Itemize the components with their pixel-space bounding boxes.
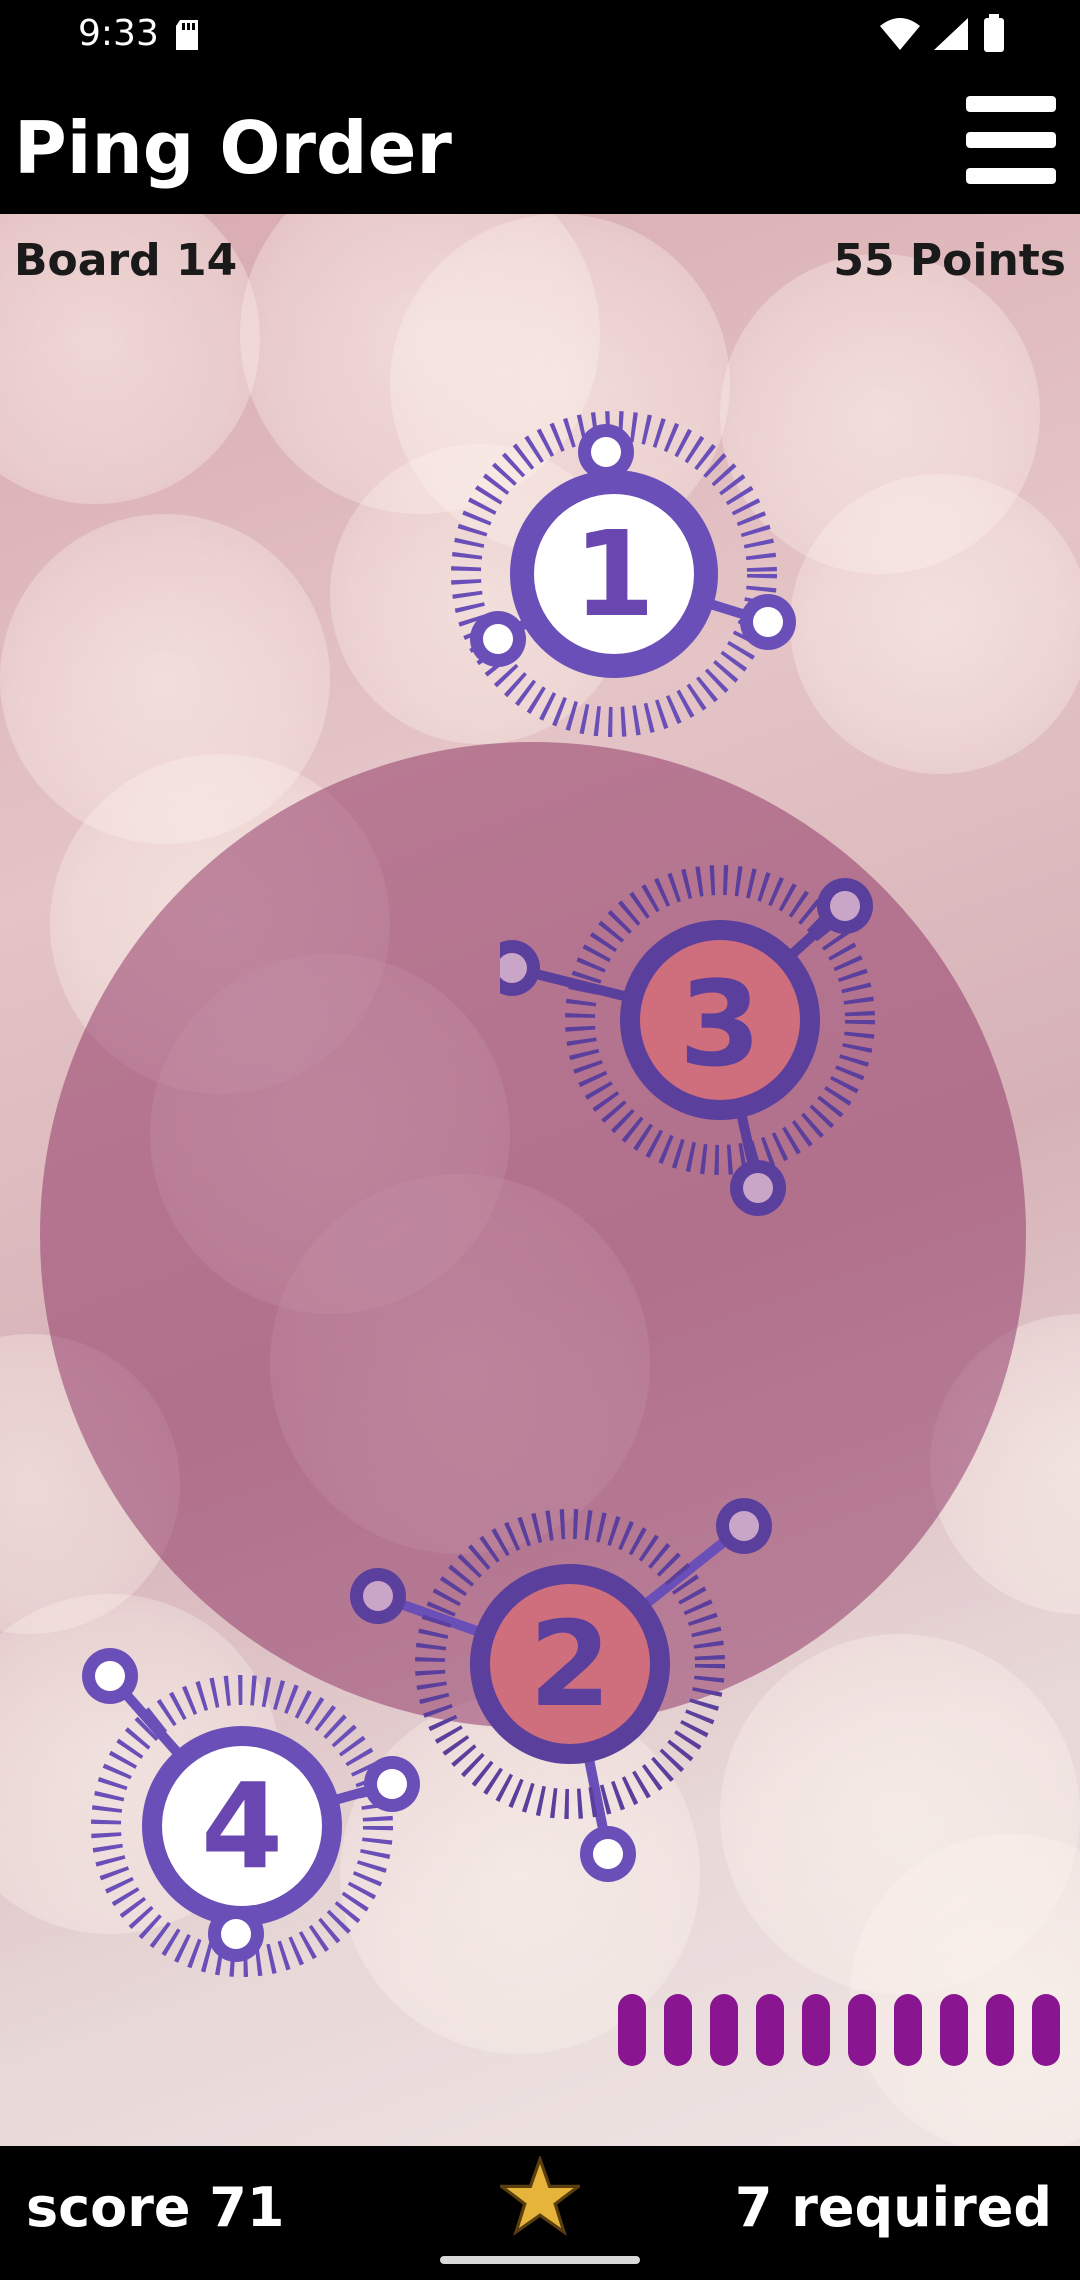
progress-segment (802, 1994, 830, 2066)
remaining-moves-bar (618, 1994, 1060, 2066)
bokeh-light (790, 474, 1080, 774)
ping-node-number: 1 (572, 505, 656, 643)
progress-segment (664, 1994, 692, 2066)
progress-segment (848, 1994, 876, 2066)
progress-segment (986, 1994, 1014, 2066)
ping-node-number: 4 (200, 1757, 284, 1895)
progress-segment (756, 1994, 784, 2066)
app-title: Ping Order (14, 106, 452, 190)
ping-node-graphic (350, 1498, 772, 1882)
status-bar: 9:33 (0, 0, 1080, 68)
bokeh-light (340, 1694, 700, 2054)
progress-segment (1032, 1994, 1060, 2066)
required-label: 7 required (734, 2176, 1052, 2239)
app-bar: Ping Order (0, 68, 1080, 214)
bottom-bar: score 71 7 required (0, 2146, 1080, 2280)
progress-segment (710, 1994, 738, 2066)
battery-icon (984, 14, 1004, 52)
star-icon[interactable] (500, 2156, 580, 2236)
ping-node-2[interactable]: 2 (350, 1484, 810, 1924)
score-label: score 71 (26, 2176, 285, 2239)
menu-button[interactable] (962, 92, 1058, 188)
ping-node-3[interactable]: 3 (484, 794, 940, 1234)
sd-card-icon (176, 20, 198, 50)
ping-node-1[interactable]: 1 (394, 374, 834, 774)
progress-segment (618, 1994, 646, 2066)
game-board[interactable]: Board 14 55 Points 1 3 (0, 214, 1080, 2146)
board-number-label: Board 14 (14, 235, 238, 286)
signal-icon (934, 18, 968, 50)
ping-node-graphic (484, 865, 875, 1216)
status-time: 9:33 (78, 13, 159, 54)
progress-segment (894, 1994, 922, 2066)
ping-node-graphic (451, 411, 796, 737)
wifi-icon (880, 18, 920, 50)
ping-node-graphic (82, 1648, 420, 1977)
ping-node-4[interactable]: 4 (60, 1634, 500, 2034)
progress-segment (940, 1994, 968, 2066)
hamburger-menu-icon (966, 96, 1056, 112)
points-label: 55 Points (833, 235, 1066, 286)
ping-node-number: 2 (528, 1595, 612, 1733)
home-indicator[interactable] (440, 2256, 640, 2264)
ping-node-number: 3 (678, 955, 762, 1093)
